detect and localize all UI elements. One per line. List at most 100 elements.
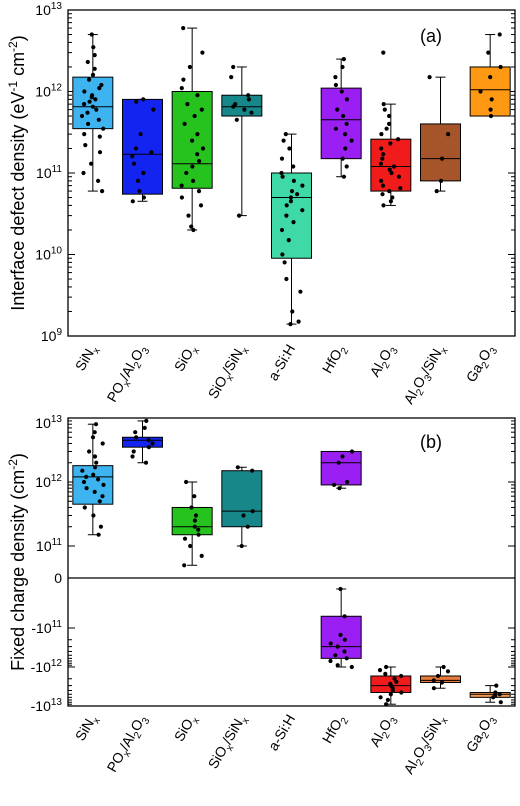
data-point xyxy=(488,75,493,80)
box-iqr xyxy=(320,87,362,160)
data-point xyxy=(100,189,105,194)
data-point xyxy=(239,543,244,549)
data-point xyxy=(300,183,305,188)
data-point xyxy=(343,132,348,137)
data-point xyxy=(84,486,89,491)
data-point xyxy=(381,152,386,157)
data-point xyxy=(190,164,195,169)
y-tick-label-b: -1012 xyxy=(31,658,63,675)
data-point xyxy=(284,213,289,218)
data-point xyxy=(342,649,347,654)
data-point xyxy=(427,75,432,80)
data-point xyxy=(192,524,197,529)
data-point xyxy=(383,671,388,677)
data-point xyxy=(184,170,189,176)
box-b-3-3 xyxy=(221,466,263,547)
data-point xyxy=(94,107,99,112)
data-point xyxy=(478,89,483,94)
data-point xyxy=(279,170,284,176)
data-point xyxy=(379,178,384,183)
data-point xyxy=(100,441,105,446)
data-point xyxy=(92,489,97,494)
data-point xyxy=(233,102,238,107)
data-point xyxy=(387,189,392,194)
data-point xyxy=(200,146,206,151)
data-point xyxy=(344,121,349,126)
data-point xyxy=(79,113,85,119)
data-point xyxy=(246,93,251,98)
box-b-2-2 xyxy=(171,481,213,566)
y-tick-label-a: 1012 xyxy=(35,83,62,100)
category-label-5: HfO2 xyxy=(319,341,352,378)
data-point xyxy=(90,104,95,109)
data-point xyxy=(398,186,403,191)
panel-label-a: (a) xyxy=(420,26,442,46)
data-point xyxy=(195,152,200,157)
data-point xyxy=(82,505,87,510)
box-b-1-1 xyxy=(122,420,163,464)
data-point xyxy=(332,482,337,487)
data-point xyxy=(188,543,193,549)
data-point xyxy=(86,121,91,126)
category-label-5: HfO2 xyxy=(319,711,352,748)
data-point xyxy=(235,465,240,470)
data-point xyxy=(291,178,296,183)
data-point xyxy=(229,75,234,80)
data-point xyxy=(100,494,105,499)
data-point xyxy=(151,107,156,112)
data-point xyxy=(431,686,436,691)
data-point xyxy=(130,154,135,159)
data-point xyxy=(189,505,194,510)
data-point xyxy=(96,117,101,122)
data-point xyxy=(91,472,96,477)
data-point xyxy=(342,614,347,619)
data-point xyxy=(231,64,236,70)
data-point xyxy=(187,64,192,70)
category-label-8: Ga2O3 xyxy=(463,341,501,387)
data-point xyxy=(182,121,187,126)
data-point xyxy=(250,468,255,473)
data-point xyxy=(387,113,392,119)
data-point xyxy=(179,86,184,91)
data-point xyxy=(280,174,285,179)
data-point xyxy=(92,66,97,71)
data-point xyxy=(340,156,345,161)
data-point xyxy=(196,189,202,194)
data-point xyxy=(98,524,103,529)
data-point xyxy=(431,678,436,683)
data-point xyxy=(182,563,187,568)
data-point xyxy=(288,322,293,327)
data-point xyxy=(378,695,383,700)
data-point xyxy=(291,220,296,225)
data-point xyxy=(337,486,342,491)
box-iqr xyxy=(72,76,114,130)
data-point xyxy=(384,702,389,707)
data-point xyxy=(380,192,385,197)
box-a-3 xyxy=(221,66,263,217)
box-a-4 xyxy=(271,133,312,325)
data-point xyxy=(198,203,204,208)
data-point xyxy=(141,170,146,176)
data-point xyxy=(498,700,503,705)
data-point xyxy=(141,97,146,102)
data-point xyxy=(279,156,285,161)
category-label-7: Al2O3/SiNx xyxy=(400,712,450,779)
panel-a: (a) Interface defect density (eV-1 cm-2) xyxy=(6,9,516,337)
data-point xyxy=(349,449,355,454)
data-point xyxy=(489,97,494,102)
data-point xyxy=(191,178,196,183)
data-point xyxy=(81,479,87,485)
data-point xyxy=(344,164,349,169)
data-point xyxy=(138,132,143,137)
data-point xyxy=(338,586,343,592)
category-label-6: Al2O3 xyxy=(366,341,401,381)
data-point xyxy=(92,454,98,459)
y-tick-label-b: 1011 xyxy=(36,537,62,554)
data-point xyxy=(196,527,201,532)
data-point xyxy=(195,132,200,137)
data-point xyxy=(349,138,354,143)
data-point xyxy=(80,468,85,473)
data-point xyxy=(288,199,293,204)
data-point xyxy=(335,663,340,668)
data-point xyxy=(82,89,87,94)
